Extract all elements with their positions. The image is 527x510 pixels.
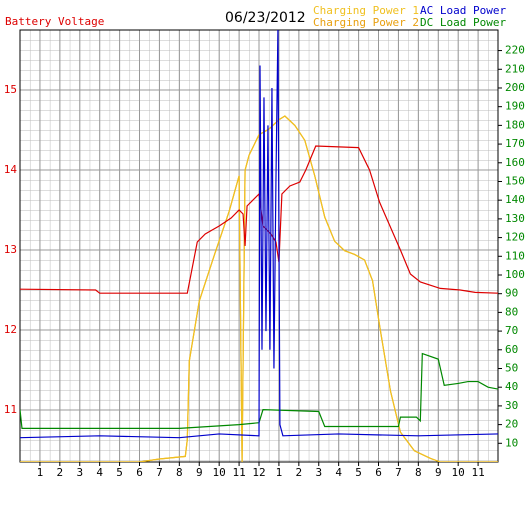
y2-tick-label: 110 bbox=[505, 249, 525, 262]
y2-tick-label: 170 bbox=[505, 137, 525, 150]
x-tick-label: 3 bbox=[315, 466, 322, 479]
series-line bbox=[20, 115, 498, 462]
y2-tick-label: 90 bbox=[505, 287, 518, 300]
y2-tick-label: 10 bbox=[505, 436, 518, 449]
y2-tick-label: 140 bbox=[505, 193, 525, 206]
x-tick-label: 1 bbox=[37, 466, 44, 479]
y-tick-label: 12 bbox=[4, 323, 17, 336]
y2-tick-label: 120 bbox=[505, 231, 525, 244]
legend-label: Battery Voltage bbox=[5, 15, 104, 28]
x-tick-label: 12 bbox=[252, 466, 265, 479]
y2-tick-label: 50 bbox=[505, 361, 518, 374]
y2-tick-label: 80 bbox=[505, 305, 518, 318]
x-tick-label: 8 bbox=[176, 466, 183, 479]
y-tick-label: 13 bbox=[4, 243, 17, 256]
plot-area bbox=[20, 30, 498, 462]
x-tick-label: 11 bbox=[471, 466, 484, 479]
y2-tick-label: 160 bbox=[505, 156, 525, 169]
y2-tick-label: 210 bbox=[505, 62, 525, 75]
series-line bbox=[20, 352, 498, 429]
x-tick-label: 2 bbox=[57, 466, 64, 479]
x-tick-label: 10 bbox=[213, 466, 226, 479]
x-tick-label: 1 bbox=[276, 466, 283, 479]
y-tick-label: 11 bbox=[4, 403, 17, 416]
x-tick-label: 9 bbox=[196, 466, 203, 479]
legend-label: Charging Power 1 bbox=[313, 4, 419, 17]
x-tick-label: 4 bbox=[96, 466, 103, 479]
legend-label: AC Load Power bbox=[420, 4, 506, 17]
x-tick-label: 9 bbox=[435, 466, 442, 479]
x-tick-label: 6 bbox=[375, 466, 382, 479]
y2-tick-label: 40 bbox=[505, 380, 518, 393]
x-tick-label: 4 bbox=[335, 466, 342, 479]
y2-tick-label: 150 bbox=[505, 174, 525, 187]
y2-tick-label: 100 bbox=[505, 268, 525, 281]
y-tick-label: 14 bbox=[4, 163, 18, 176]
x-tick-label: 5 bbox=[355, 466, 362, 479]
series-line bbox=[20, 30, 498, 439]
y2-tick-label: 130 bbox=[505, 212, 525, 225]
y2-tick-label: 30 bbox=[505, 399, 518, 412]
x-tick-label: 5 bbox=[116, 466, 123, 479]
y2-tick-label: 220 bbox=[505, 44, 525, 57]
x-tick-label: 7 bbox=[156, 466, 163, 479]
x-tick-label: 10 bbox=[452, 466, 465, 479]
legend-label: DC Load Power bbox=[420, 16, 506, 29]
legend-label: Charging Power 2 bbox=[313, 16, 419, 29]
x-tick-label: 2 bbox=[296, 466, 303, 479]
y2-tick-label: 70 bbox=[505, 324, 518, 337]
y2-tick-label: 20 bbox=[505, 418, 518, 431]
x-tick-label: 3 bbox=[76, 466, 83, 479]
plot-frame bbox=[19, 29, 499, 463]
x-tick-label: 7 bbox=[395, 466, 402, 479]
x-tick-label: 6 bbox=[136, 466, 143, 479]
y2-tick-label: 200 bbox=[505, 81, 525, 94]
y2-tick-label: 180 bbox=[505, 118, 525, 131]
x-tick-label: 8 bbox=[415, 466, 422, 479]
y2-tick-label: 190 bbox=[505, 100, 525, 113]
y-tick-label: 15 bbox=[4, 83, 17, 96]
series-line bbox=[20, 145, 498, 294]
y2-tick-label: 60 bbox=[505, 343, 518, 356]
chart-title: 06/23/2012 bbox=[225, 10, 306, 26]
x-tick-label: 11 bbox=[232, 466, 245, 479]
